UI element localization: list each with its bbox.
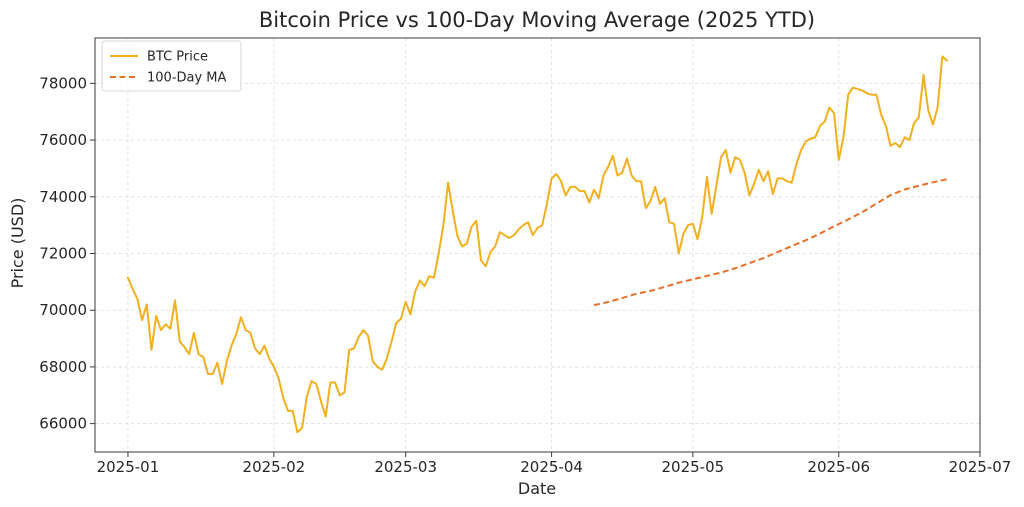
y-axis-label: Price (USD) [8,198,27,289]
x-tick-label: 2025-03 [374,458,437,476]
y-tick-label: 74000 [39,188,87,206]
series-line-btc-price [126,55,949,434]
legend-label-btc-price: BTC Price [147,50,208,65]
y-tick-label: 78000 [39,74,87,92]
x-tick-label: 2025-02 [243,458,306,476]
series-line-100-day-ma [593,178,948,307]
x-tick-label: 2025-06 [807,458,870,476]
y-tick-label: 70000 [39,301,87,319]
axis-ticks: 2025-01 2025-02 2025-03 2025-04 2025-05 2025-… [39,74,1011,476]
chart-title: Bitcoin Price vs 100-Day Moving Average … [259,8,815,32]
legend-box [101,40,242,92]
plot-frame [94,37,981,453]
x-tick-label: 2025-04 [520,458,583,476]
y-tick-label: 76000 [39,131,87,149]
legend: BTC Price 100-Day MA [101,40,242,92]
x-axis-label: Date [518,479,556,498]
y-tick-label: 68000 [39,358,87,376]
y-tick-label: 72000 [39,245,87,263]
y-tick-label: 66000 [39,415,87,433]
x-tick-label: 2025-01 [97,458,160,476]
series-lines [126,55,949,434]
legend-label-100-day-ma: 100-Day MA [147,71,227,86]
x-tick-label: 2025-05 [662,458,725,476]
x-tick-label: 2025-07 [949,458,1012,476]
